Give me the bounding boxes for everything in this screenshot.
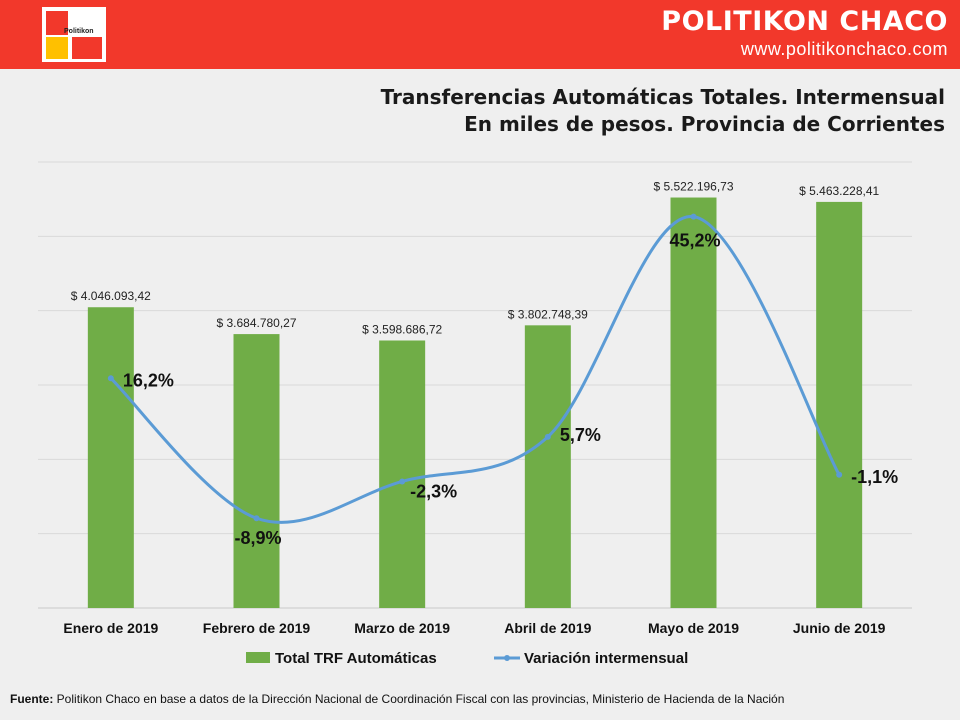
chart-title: Transferencias Automáticas Totales. Inte… (380, 85, 945, 109)
bar (87, 307, 134, 608)
x-tick-label: Febrero de 2019 (203, 620, 311, 636)
line-point (399, 478, 406, 485)
line-point (253, 515, 260, 522)
bar (233, 334, 280, 608)
line-point (107, 375, 114, 382)
line-value-label: 5,7% (560, 425, 601, 445)
bar-value-label: $ 3.802.748,39 (508, 307, 588, 321)
x-tick-label: Marzo de 2019 (354, 620, 450, 636)
bar (524, 325, 571, 608)
line-value-label: -1,1% (851, 467, 898, 487)
brand: POLITIKON CHACO www.politikonchaco.com (661, 6, 948, 60)
line-value-label: 16,2% (123, 370, 174, 390)
source-text: Politikon Chaco en base a datos de la Di… (53, 692, 785, 706)
line-point (544, 433, 551, 440)
source-label: Fuente: (10, 692, 54, 706)
line-value-label: -8,9% (235, 528, 282, 548)
line-point (690, 213, 697, 220)
variation-line (109, 215, 841, 524)
legend-swatch-bars (246, 652, 270, 663)
legend-label-bars: Total TRF Automáticas (275, 650, 437, 667)
bar-value-label: $ 3.684.780,27 (216, 316, 296, 330)
bar (670, 197, 717, 608)
politikon-logo: Politikon (42, 7, 106, 62)
x-tick-label: Abril de 2019 (504, 620, 591, 636)
legend-label-line: Variación intermensual (524, 650, 688, 667)
bar-value-label: $ 5.522.196,73 (653, 180, 733, 194)
x-tick-label: Junio de 2019 (793, 620, 886, 636)
source-note: Fuente: Politikon Chaco en base a datos … (10, 692, 784, 706)
x-tick-label: Mayo de 2019 (648, 620, 739, 636)
chart-subtitle: En miles de pesos. Provincia de Corrient… (464, 112, 945, 136)
logo-text: Politikon (64, 28, 94, 35)
legend-swatch-point (504, 655, 510, 661)
bar-value-label: $ 3.598.686,72 (362, 322, 442, 336)
brand-url: www.politikonchaco.com (740, 39, 948, 59)
header-banner: Politikon POLITIKON CHACO www.politikonc… (0, 0, 960, 69)
brand-name: POLITIKON CHACO (661, 6, 948, 37)
bar-value-label: $ 4.046.093,42 (71, 289, 151, 303)
bar-value-label: $ 5.463.228,41 (799, 184, 879, 198)
bar (816, 201, 863, 608)
x-tick-label: Enero de 2019 (63, 620, 158, 636)
chart-title-block: Transferencias Automáticas Totales. Inte… (381, 84, 945, 138)
line-point (836, 471, 843, 478)
bar (379, 340, 426, 608)
line-value-label: 45,2% (670, 231, 721, 251)
chart-area: $ 4.046.093,42 $ 3.684.780,27 $ 3.598.686,… (38, 161, 912, 667)
line-value-label: -2,3% (410, 481, 457, 501)
